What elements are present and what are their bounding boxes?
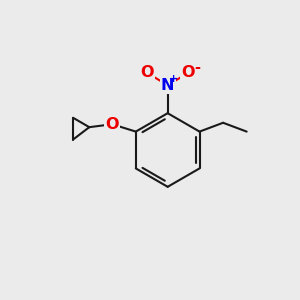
Text: O: O [182, 65, 195, 80]
Text: +: + [169, 74, 178, 84]
Text: -: - [194, 60, 200, 75]
Text: N: N [161, 78, 174, 93]
Text: O: O [106, 117, 119, 132]
Text: O: O [140, 65, 154, 80]
